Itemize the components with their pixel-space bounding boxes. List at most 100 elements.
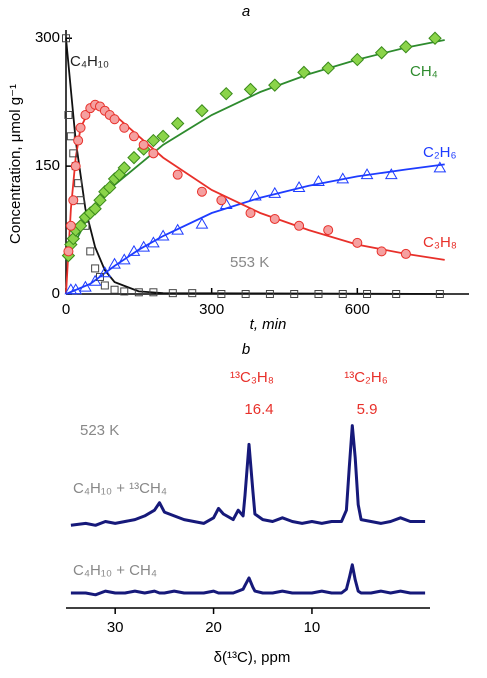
data-point (172, 169, 183, 180)
data-point (314, 290, 323, 298)
x-tick-label: 10 (304, 619, 321, 636)
data-point (70, 161, 81, 172)
x-tick-label: 0 (62, 301, 70, 318)
data-point (399, 40, 413, 54)
data-point (268, 78, 282, 92)
data-point (149, 288, 158, 297)
data-point (134, 288, 143, 297)
data-point (138, 139, 149, 150)
data-point (376, 246, 387, 257)
series-label: C₄H₁₀ (70, 53, 109, 70)
data-point (73, 219, 88, 233)
annotation: 553 K (230, 254, 269, 271)
data-point (68, 195, 79, 206)
data-point (245, 208, 256, 219)
data-point (91, 264, 100, 273)
data-point (374, 46, 389, 60)
data-point (360, 168, 374, 180)
data-point (79, 280, 92, 292)
data-point (148, 148, 159, 159)
data-point (428, 31, 442, 45)
data-point (86, 247, 95, 256)
data-point (323, 225, 334, 236)
data-point (62, 34, 70, 43)
data-point (156, 129, 170, 144)
y-tick-label: 300 (35, 29, 60, 46)
data-point (392, 290, 401, 298)
data-point (65, 220, 76, 231)
spectrum-label: C₄H₁₀ + ¹³CH₄ (73, 480, 167, 497)
fit-line (65, 39, 445, 261)
data-point (268, 186, 282, 198)
data-point (352, 237, 363, 248)
data-point (147, 236, 160, 248)
spectrum (70, 424, 426, 527)
data-point (363, 290, 372, 298)
spectrum (70, 563, 426, 597)
fit-line (65, 163, 445, 295)
annotation: ¹³C₂H₆ (344, 369, 388, 386)
data-point (294, 220, 305, 231)
data-point (170, 116, 185, 131)
data-point (196, 186, 207, 197)
annotation: 16.4 (244, 401, 273, 418)
data-point (384, 168, 398, 180)
data-point (321, 61, 335, 75)
x-axis-label: t, min (250, 316, 287, 333)
data-point (73, 135, 84, 146)
series-label: CH₄ (410, 63, 438, 80)
data-point (127, 150, 141, 165)
data-point (120, 287, 129, 296)
data-point (109, 114, 120, 125)
data-point (110, 285, 119, 294)
data-point (156, 229, 170, 241)
data-point (433, 161, 447, 173)
y-axis-label: Concentration, μmol g⁻¹ (7, 84, 24, 244)
annotation: 523 K (80, 422, 119, 439)
y-tick-label: 150 (35, 157, 60, 174)
panel-letter: b (242, 341, 250, 358)
x-tick-label: 20 (205, 619, 222, 636)
data-point (312, 174, 325, 186)
data-point (75, 122, 86, 133)
data-point (241, 290, 250, 298)
annotation: 5.9 (357, 401, 378, 418)
data-point (195, 104, 209, 118)
x-axis-label: δ(¹³C), ppm (214, 649, 291, 666)
data-point (63, 246, 74, 257)
data-point (102, 180, 117, 195)
data-point (435, 290, 444, 298)
x-tick-label: 300 (199, 301, 224, 318)
data-point (168, 289, 177, 298)
data-point (66, 132, 75, 141)
data-point (93, 193, 107, 207)
annotation: ¹³C₃H₈ (230, 369, 274, 386)
data-point (88, 202, 102, 216)
data-point (269, 213, 280, 224)
data-point (171, 223, 185, 235)
data-point (100, 281, 109, 290)
data-point (69, 149, 78, 158)
data-point (336, 172, 350, 184)
data-point (64, 110, 73, 119)
data-point (146, 133, 161, 148)
data-point (127, 244, 141, 256)
series-label: C₃H₈ (423, 234, 457, 251)
data-point (216, 195, 227, 206)
data-point (338, 290, 347, 298)
data-point (292, 180, 306, 192)
data-point (217, 290, 226, 298)
spectrum-label: C₄H₁₀ + CH₄ (73, 562, 157, 579)
data-point (290, 290, 299, 298)
data-point (69, 283, 83, 295)
data-point (80, 109, 91, 120)
data-point (265, 290, 274, 298)
data-point (108, 257, 121, 269)
data-point (98, 266, 112, 278)
data-point (117, 253, 131, 265)
data-point (88, 274, 102, 286)
data-point (128, 131, 139, 142)
x-tick-label: 600 (345, 301, 370, 318)
